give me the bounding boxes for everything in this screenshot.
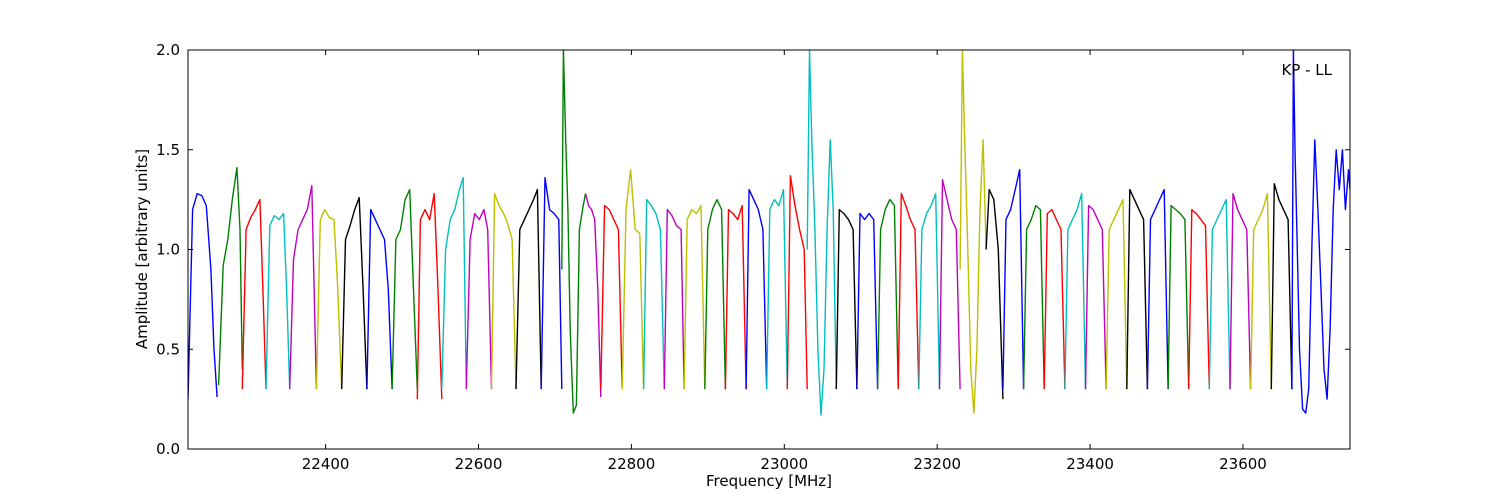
series-line-19	[621, 168, 645, 390]
series-line-13	[490, 192, 517, 390]
series-line-39	[1043, 208, 1066, 390]
chart-annotation: KP - LL	[1281, 61, 1332, 79]
y-tick-label-1.5: 1.5	[156, 141, 180, 159]
series-line-36	[985, 188, 1004, 400]
y-tick-label-2: 2.0	[156, 41, 180, 59]
series-line-38	[1022, 204, 1045, 390]
series-line-46	[1188, 208, 1210, 390]
series-line-18	[600, 204, 623, 390]
series-line-49	[1249, 192, 1272, 390]
series-line-27	[786, 174, 808, 390]
series-line-32	[897, 192, 920, 390]
series-line-26	[766, 188, 788, 390]
series-line-31	[876, 198, 899, 390]
series-line-9	[391, 188, 418, 390]
series-line-22	[683, 204, 706, 390]
y-tick-label-0: 0.0	[156, 440, 180, 458]
series-line-24	[724, 204, 747, 390]
series-line-29	[835, 208, 858, 390]
x-axis-label: Frequency [MHz]	[706, 472, 832, 490]
series-line-12	[465, 208, 493, 390]
series-line-4	[265, 212, 291, 390]
series-line-40	[1064, 192, 1087, 390]
series-line-23	[704, 198, 727, 390]
series-line-21	[663, 208, 685, 390]
series-line-5	[289, 184, 318, 390]
series-line-7	[341, 196, 368, 390]
y-tick-label-1: 1.0	[156, 241, 180, 259]
y-tick-label-0.5: 0.5	[156, 340, 180, 358]
series-line-47	[1208, 198, 1231, 390]
x-tick-label-23000: 23000	[760, 455, 808, 473]
series-line-2	[217, 166, 243, 386]
series-line-11	[441, 176, 467, 390]
series-line-15	[540, 176, 563, 390]
series-line-43	[1126, 188, 1149, 390]
series-line-14	[515, 188, 542, 390]
ticks-layer: 22400 22600 22800 23000 23200 23400 23600 0.0 0.…	[156, 41, 1350, 473]
series-line-42	[1105, 198, 1128, 390]
x-tick-label-23400: 23400	[1066, 455, 1114, 473]
series-line-30	[856, 212, 879, 390]
series-line-25	[745, 188, 768, 390]
y-axis-label: Amplitude [arbitrary units]	[133, 149, 151, 349]
series-line-3	[241, 198, 267, 390]
series-line-41	[1084, 204, 1107, 390]
series-line-16	[561, 50, 587, 414]
series-layer	[188, 50, 1350, 416]
series-line-34	[938, 178, 961, 390]
x-tick-label-22600: 22600	[455, 455, 503, 473]
series-line-1	[188, 192, 218, 400]
series-line-10	[416, 192, 443, 400]
series-line-8	[366, 208, 393, 390]
series-line-45	[1167, 204, 1190, 390]
x-tick-label-22400: 22400	[302, 455, 350, 473]
series-line-48	[1229, 192, 1252, 390]
series-line-20	[642, 198, 665, 390]
series-line-51	[1291, 50, 1350, 414]
x-tick-label-23600: 23600	[1219, 455, 1267, 473]
series-line-44	[1146, 188, 1169, 390]
series-line-35	[959, 50, 987, 414]
series-line-33	[918, 192, 941, 390]
series-line-50	[1270, 182, 1293, 390]
x-tick-label-22800: 22800	[608, 455, 656, 473]
series-line-28	[806, 50, 837, 416]
series-line-17	[584, 193, 602, 398]
x-tick-label-23200: 23200	[913, 455, 961, 473]
series-line-6	[315, 208, 343, 390]
plot-frame	[187, 49, 1351, 450]
series-line-37	[1002, 168, 1025, 390]
